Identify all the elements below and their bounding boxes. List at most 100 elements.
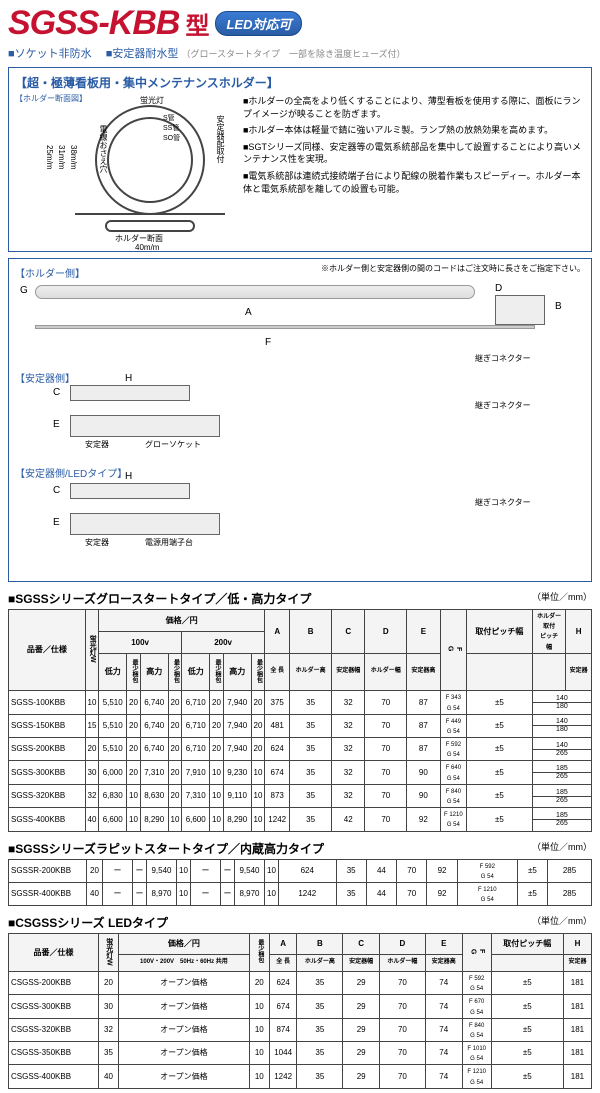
th-E: E xyxy=(407,610,441,654)
th-100v: 100v xyxy=(99,631,182,653)
th-200v: 200v xyxy=(182,631,265,653)
t3-Ad: 全 長 xyxy=(269,955,297,972)
ballast-unit-1a xyxy=(70,385,190,401)
th-H: ホルダー取付ピッチ幅 xyxy=(532,610,566,654)
th-A: A xyxy=(265,610,290,654)
cable-label: 電線おさえ穴 xyxy=(98,125,109,173)
table2-title: ■SGSSシリーズラピットスタートタイプ／内蔵高力タイプ （単位／mm） xyxy=(8,840,592,857)
t3-F: FG xyxy=(468,935,485,967)
table-3: 品番／仕様 蛍光灯W 価格／円 最少梱包 A B C D E FG 取付ピッチ幅… xyxy=(8,933,592,1088)
dim1: 25m/m xyxy=(45,145,54,169)
th-w: 蛍光灯W xyxy=(88,633,96,665)
s-label: S管 xyxy=(163,113,175,123)
subtitle-note: （グロースタートタイプ 一部を除き温度ヒューズ付） xyxy=(181,49,405,59)
label-F: F xyxy=(265,337,271,348)
tube-top xyxy=(35,285,475,299)
t3-title-text: ■CSGSSシリーズ LEDタイプ xyxy=(8,916,168,930)
th-low1: 低力 xyxy=(99,653,127,691)
t3-Hd2: 安定器 xyxy=(563,955,591,972)
th-min2: 最少梱包 xyxy=(171,655,178,687)
th-B: B xyxy=(290,610,332,654)
th-Ad: 全 長 xyxy=(265,653,290,691)
th-min1: 最少梱包 xyxy=(130,655,137,687)
t3-A: A xyxy=(269,934,297,955)
title-row: SGSS-KBB 型 LED対応可 xyxy=(8,4,592,43)
th-Ed: 安定器高 xyxy=(407,653,441,691)
label-H-2: H xyxy=(125,471,132,482)
t3-B: B xyxy=(297,934,343,955)
bullet-3: ■電気系統部は連続式接続端子台により配線の脱着作業もスピーディー。ホルダー本体と… xyxy=(243,170,585,195)
subtitle-b: ■安定器耐水型 xyxy=(106,48,179,60)
lamp-inner-circle xyxy=(107,117,193,203)
bullet-2: ■SGTシリーズ同様、安定器等の電気系統部品を集中して設置することにより高いメン… xyxy=(243,141,585,166)
ballast-unit-2b xyxy=(70,513,220,535)
table-row: SGSS-200KBB20 5,510206,74020 6,710207,94… xyxy=(9,738,592,761)
conn-label-2: 継ぎコネクター xyxy=(475,400,531,411)
t1-title-text: ■SGSSシリーズグロースタートタイプ／低・高力タイプ xyxy=(8,592,311,606)
holder-foot xyxy=(105,220,195,232)
th-low2: 低力 xyxy=(182,653,210,691)
conn-label-1: 継ぎコネクター xyxy=(475,353,531,364)
box2-note: ※ホルダー側と安定器側の間のコードはご注文時に長さをご指定下さい。 xyxy=(321,263,585,274)
t3-D: D xyxy=(380,934,426,955)
t3-sub: 100V・200V 50Hz・60Hz 共用 xyxy=(119,955,250,972)
ss-label: SS管 xyxy=(163,123,179,133)
th-min4: 最少梱包 xyxy=(254,655,261,687)
label-C-1: C xyxy=(53,387,60,398)
t3-w: 蛍光灯W xyxy=(104,935,112,967)
th-Hd2: 安定器 xyxy=(566,653,592,691)
th-Hd xyxy=(532,653,566,691)
ballast-side-label: 【安定器側】 xyxy=(15,370,75,385)
subtitle-a: ■ソケット非防水 xyxy=(8,48,92,60)
label-E-1: E xyxy=(53,419,60,430)
t1-unit: （単位／mm） xyxy=(532,590,592,603)
t3-spec: 品番／仕様 xyxy=(9,934,99,972)
th-C: C xyxy=(331,610,365,654)
t3-Cd: 安定器幅 xyxy=(343,955,380,972)
title-suffix: 型 xyxy=(185,6,209,41)
th-H2: H xyxy=(566,610,592,654)
tube-bottom xyxy=(35,325,535,329)
w-label: 40m/m xyxy=(135,243,159,252)
ballast-text-1: 安定器 xyxy=(85,439,109,450)
label-A: A xyxy=(245,307,252,318)
label-H-1: H xyxy=(125,373,132,384)
table-row: SGSS-300KBB30 6,000207,31020 7,910109,23… xyxy=(9,761,592,784)
product-title: SGSS-KBB xyxy=(8,4,179,43)
table-row: SGSS-400KBB40 6,600108,29010 6,600108,29… xyxy=(9,808,592,831)
label-E-2: E xyxy=(53,517,60,528)
ballast-unit-2a xyxy=(70,483,190,499)
so-label: SO管 xyxy=(163,133,180,143)
bullet-1: ■ホルダー本体は軽量で錆に強いアルミ製。ランプ熱の放熱効果を高めます。 xyxy=(243,124,585,137)
table-row: CSGSS-400KBB40 オープン価格10 124235297074 F 1… xyxy=(9,1065,592,1088)
table-1: 品番／仕様 蛍光灯W 価格／円 A B C D E FG 取付ピッチ幅 ホルダー… xyxy=(8,609,592,832)
t2-title-text: ■SGSSシリーズラピットスタートタイプ／内蔵高力タイプ xyxy=(8,842,324,856)
th-Gd2 xyxy=(467,653,533,691)
table-row: SGSS-150KBB15 5,510206,74020 6,710207,94… xyxy=(9,714,592,737)
dim3: 38m/m xyxy=(69,145,78,169)
table-row: CSGSS-350KBB35 オープン価格10 104435297074 F 1… xyxy=(9,1042,592,1065)
th-F: FG xyxy=(445,633,462,665)
table-row: SGSSR-200KBB20 ーー9,54010 ーー9,54010 62435… xyxy=(9,859,592,882)
conn-box-1 xyxy=(495,295,545,325)
led-badge: LED対応可 xyxy=(215,11,302,36)
th-min3: 最少梱包 xyxy=(213,655,220,687)
table-row: CSGSS-300KBB30 オープン価格10 67435297074 F 67… xyxy=(9,995,592,1018)
table3-title: ■CSGSSシリーズ LEDタイプ （単位／mm） xyxy=(8,914,592,931)
t3-Gd2 xyxy=(491,955,563,972)
table-row: CSGSS-320KBB32 オープン価格10 87435297074 F 84… xyxy=(9,1018,592,1041)
table-2: SGSSR-200KBB20 ーー9,54010 ーー9,54010 62435… xyxy=(8,859,592,907)
label-C-2: C xyxy=(53,485,60,496)
fl-label: 蛍光灯 xyxy=(140,95,164,106)
label-B: B xyxy=(555,301,562,312)
table-row: SGSSR-400KBB40 ーー8,97010 ーー8,97010 12423… xyxy=(9,882,592,905)
subtitle: ■ソケット非防水 ■安定器耐水型 （グロースタートタイプ 一部を除き温度ヒューズ… xyxy=(8,45,592,61)
diagram-box-1: 【超・極薄看板用・集中メンテナンスホルダー】 【ホルダー断面図】 蛍光灯 S管 … xyxy=(8,67,592,252)
label-D: D xyxy=(495,283,502,294)
table1-title: ■SGSSシリーズグロースタートタイプ／低・高力タイプ （単位／mm） xyxy=(8,590,592,607)
th-Dd: ホルダー幅 xyxy=(365,653,407,691)
table-row: SGSS-100KBB10 5,510206,74020 6,710207,94… xyxy=(9,691,592,714)
box1-title: 【超・極薄看板用・集中メンテナンスホルダー】 xyxy=(15,74,585,91)
th-Cd: 安定器幅 xyxy=(331,653,365,691)
t3-unit: （単位／mm） xyxy=(532,914,592,927)
